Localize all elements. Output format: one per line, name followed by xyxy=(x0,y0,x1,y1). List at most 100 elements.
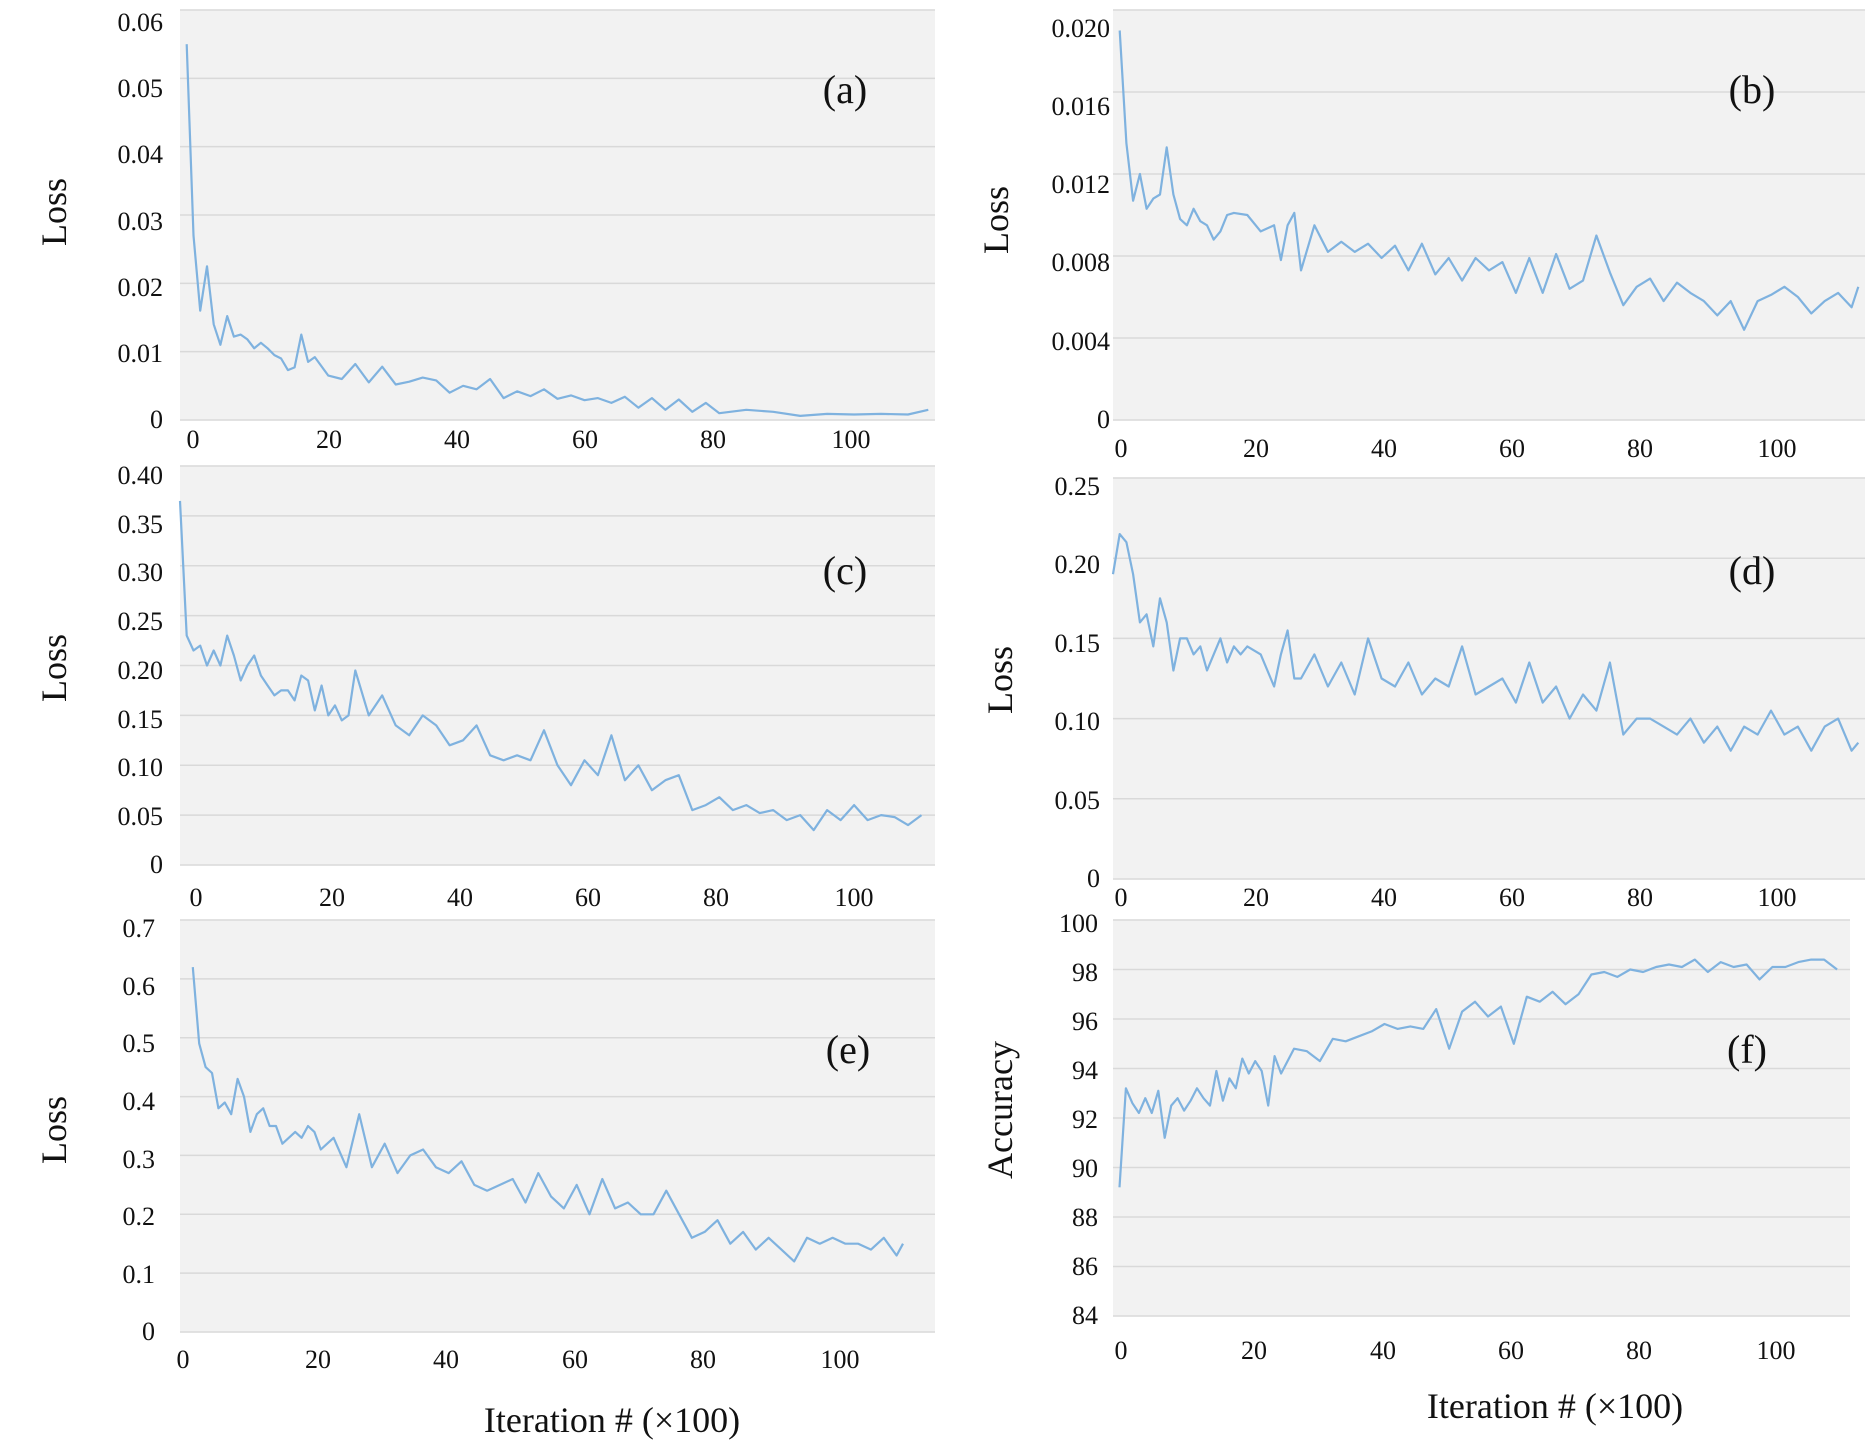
panel-a-ytick-6: 0.06 xyxy=(118,8,164,37)
panel-a-xtick-2: 40 xyxy=(444,425,470,454)
panel-e-ytick-7: 0.7 xyxy=(123,914,156,943)
panel-f-ytick-2: 88 xyxy=(1072,1203,1098,1232)
panel-e-plot xyxy=(180,919,935,1333)
panel-c-label: (c) xyxy=(823,548,867,593)
panel-e-xlabel: Iteration # (×100) xyxy=(484,1400,740,1440)
panel-f-ytick-7: 98 xyxy=(1072,958,1098,987)
panel-e-xtick-0: 0 xyxy=(177,1345,190,1374)
panel-d-xtick-4: 80 xyxy=(1627,883,1653,912)
panel-b-ytick-1: 0.004 xyxy=(1052,327,1111,356)
panel-c: 0 0.05 0.10 0.15 0.20 0.25 0.30 0.35 0.4… xyxy=(34,461,874,912)
panel-d-series-line-0 xyxy=(1111,532,1860,752)
panel-b-plot-area xyxy=(1113,10,1865,420)
panel-f-xtick-5: 100 xyxy=(1757,1336,1796,1365)
panel-d-ytick-4: 0.20 xyxy=(1055,550,1101,579)
panel-e-ytick-6: 0.6 xyxy=(123,972,156,1001)
panel-f-xtick-0: 0 xyxy=(1115,1336,1128,1365)
panel-f-ytick-4: 92 xyxy=(1072,1105,1098,1134)
panel-e-ytick-1: 0.1 xyxy=(123,1260,156,1289)
panel-f-xlabel: Iteration # (×100) xyxy=(1427,1386,1683,1426)
panel-f-ytick-0: 84 xyxy=(1072,1301,1098,1330)
panel-f-ylabel: Accuracy xyxy=(980,1041,1020,1179)
panel-f-ytick-5: 94 xyxy=(1072,1056,1098,1085)
panel-a: 0 0.01 0.02 0.03 0.04 0.05 0.06 0 20 40 … xyxy=(34,8,871,454)
panel-d-xtick-0: 0 xyxy=(1115,883,1128,912)
panel-c-ytick-0: 0 xyxy=(150,850,163,879)
panel-c-ytick-1: 0.05 xyxy=(118,802,164,831)
panel-b: 0 0.004 0.008 0.012 0.016 0.020 0 20 40 … xyxy=(976,14,1797,463)
panel-b-xtick-0: 0 xyxy=(1115,434,1128,463)
panel-d: 0 0.05 0.10 0.15 0.20 0.25 0 20 40 60 80… xyxy=(980,472,1797,912)
panel-b-ytick-2: 0.008 xyxy=(1052,248,1111,277)
panel-f-xtick-2: 40 xyxy=(1370,1336,1396,1365)
panel-e-xtick-3: 60 xyxy=(562,1345,588,1374)
panel-e-xtick-1: 20 xyxy=(305,1345,331,1374)
panel-c-xtick-5: 100 xyxy=(835,883,874,912)
panel-a-xtick-4: 80 xyxy=(700,425,726,454)
panel-e-label: (e) xyxy=(826,1027,870,1072)
panel-b-ytick-4: 0.016 xyxy=(1052,92,1111,121)
panel-d-ylabel: Loss xyxy=(980,646,1020,714)
panel-d-xtick-5: 100 xyxy=(1758,883,1797,912)
panel-c-ytick-3: 0.15 xyxy=(118,705,164,734)
panel-b-plot xyxy=(1113,9,1865,421)
panel-b-ytick-3: 0.012 xyxy=(1052,170,1111,199)
panel-e-ytick-5: 0.5 xyxy=(123,1029,156,1058)
panel-d-plot xyxy=(1111,477,1865,880)
panel-c-xtick-1: 20 xyxy=(319,883,345,912)
panel-d-xtick-1: 20 xyxy=(1243,883,1269,912)
panel-b-ylabel: Loss xyxy=(976,186,1016,254)
panel-c-xtick-3: 60 xyxy=(575,883,601,912)
panel-e-ytick-2: 0.2 xyxy=(123,1202,156,1231)
panel-c-ytick-2: 0.10 xyxy=(118,753,164,782)
panel-d-ytick-2: 0.10 xyxy=(1055,707,1101,736)
panel-e-ytick-3: 0.3 xyxy=(123,1145,156,1174)
panel-a-ytick-5: 0.05 xyxy=(118,74,164,103)
panel-f-ytick-8: 100 xyxy=(1059,909,1098,938)
panel-e: 0 0.1 0.2 0.3 0.4 0.5 0.6 0.7 0 20 40 60… xyxy=(34,914,870,1440)
panel-d-xtick-3: 60 xyxy=(1499,883,1525,912)
panel-c-ytick-6: 0.30 xyxy=(118,558,164,587)
panel-d-ytick-5: 0.25 xyxy=(1055,472,1101,501)
panel-e-series-line-0 xyxy=(191,967,904,1263)
panel-c-series-line-0 xyxy=(178,500,923,832)
panel-b-series-line-0 xyxy=(1118,30,1860,331)
panel-b-xtick-2: 40 xyxy=(1371,434,1397,463)
panel-f-ytick-6: 96 xyxy=(1072,1007,1098,1036)
panel-b-xtick-4: 80 xyxy=(1627,434,1653,463)
panel-e-ytick-4: 0.4 xyxy=(123,1087,156,1116)
panel-a-xtick-0: 0 xyxy=(187,425,200,454)
panel-f-ytick-1: 86 xyxy=(1072,1252,1098,1281)
panel-c-ytick-7: 0.35 xyxy=(118,510,164,539)
panel-e-ytick-0: 0 xyxy=(142,1317,155,1346)
panel-f: 84 86 88 90 92 94 96 98 100 0 20 40 60 8… xyxy=(980,909,1796,1426)
panel-c-ytick-4: 0.20 xyxy=(118,656,164,685)
panel-a-xtick-1: 20 xyxy=(316,425,342,454)
panel-c-plot xyxy=(178,465,935,866)
panel-c-xtick-0: 0 xyxy=(190,883,203,912)
panel-a-ytick-1: 0.01 xyxy=(118,339,164,368)
panel-a-ytick-0: 0 xyxy=(150,405,163,434)
panel-b-ytick-5: 0.020 xyxy=(1052,14,1111,43)
panel-b-ytick-0: 0 xyxy=(1097,405,1110,434)
panel-c-ytick-8: 0.40 xyxy=(118,461,164,490)
panel-a-xtick-3: 60 xyxy=(572,425,598,454)
panel-a-plot xyxy=(180,9,935,421)
panel-a-ylabel: Loss xyxy=(34,178,74,246)
panel-e-xtick-2: 40 xyxy=(433,1345,459,1374)
panel-e-plot-area xyxy=(180,920,935,1332)
panel-a-ytick-3: 0.03 xyxy=(118,207,164,236)
panel-e-ylabel: Loss xyxy=(34,1096,74,1164)
panel-f-ytick-3: 90 xyxy=(1072,1154,1098,1183)
panel-f-xtick-1: 20 xyxy=(1241,1336,1267,1365)
panel-a-ytick-4: 0.04 xyxy=(118,140,164,169)
panel-d-plot-area xyxy=(1113,478,1865,879)
panel-f-label: (f) xyxy=(1727,1027,1767,1072)
panel-d-label: (d) xyxy=(1729,548,1776,593)
panel-d-xtick-2: 40 xyxy=(1371,883,1397,912)
panel-c-ylabel: Loss xyxy=(34,634,74,702)
panel-c-xtick-2: 40 xyxy=(447,883,473,912)
panel-a-ytick-2: 0.02 xyxy=(118,273,164,302)
panel-a-label: (a) xyxy=(823,67,867,112)
